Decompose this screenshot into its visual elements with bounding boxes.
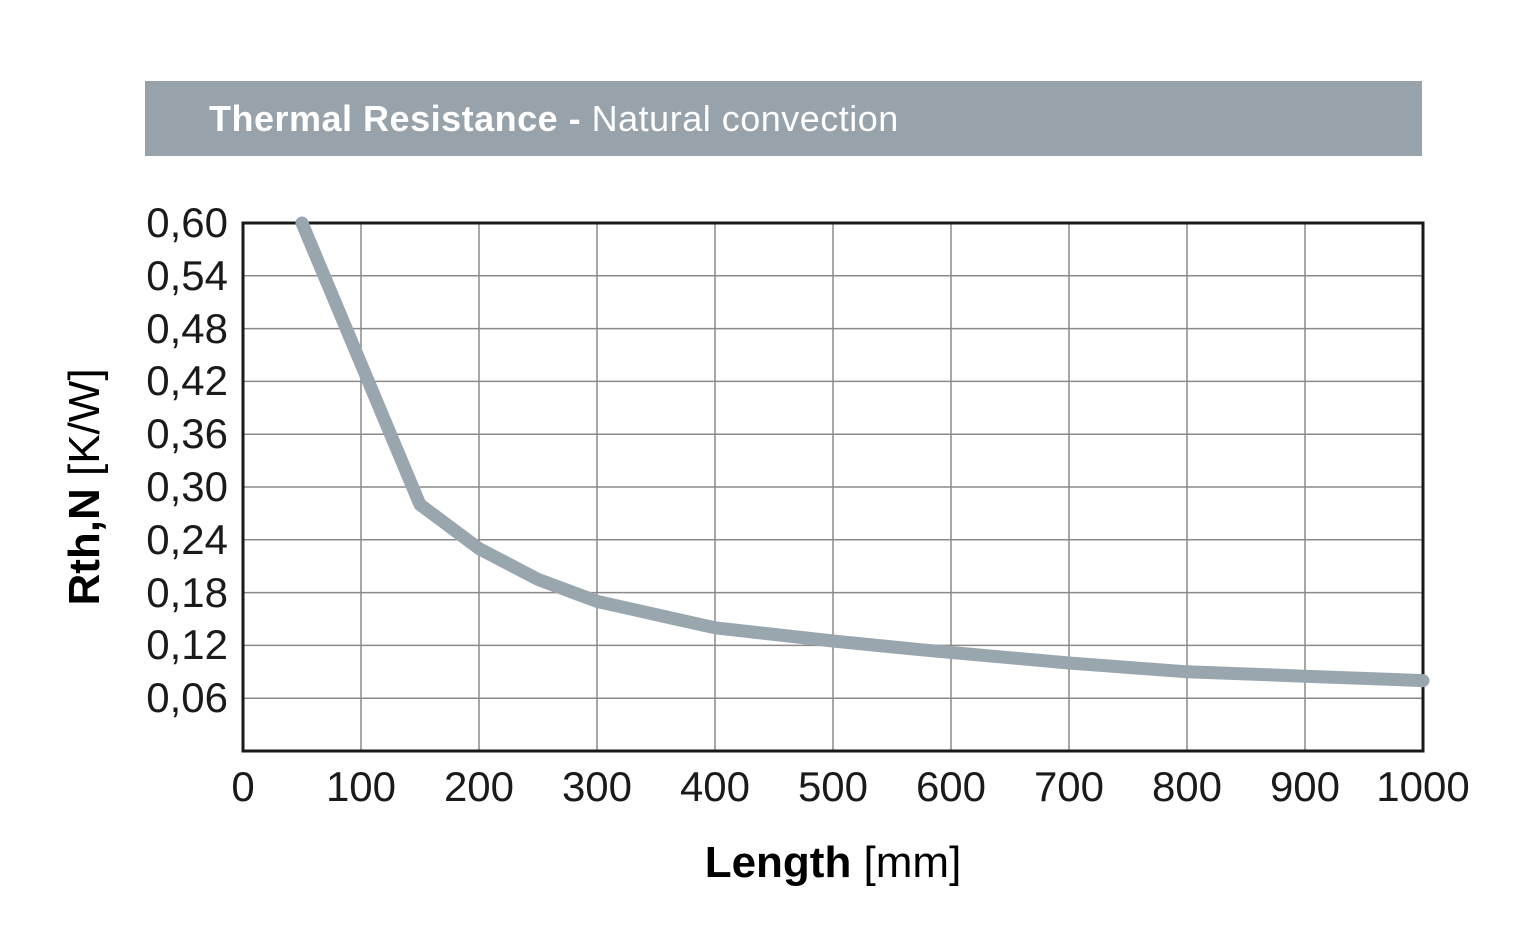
x-tick-label: 0 xyxy=(231,763,255,810)
x-tick-label: 600 xyxy=(915,763,987,810)
chart-title: Thermal Resistance - Natural convection xyxy=(209,98,899,140)
y-tick-label: 0,30 xyxy=(146,463,228,510)
y-tick-label: 0,36 xyxy=(146,410,228,458)
series-line xyxy=(295,216,1430,688)
y-tick-label: 0,54 xyxy=(146,251,228,299)
chart-title-bold: Thermal Resistance - xyxy=(209,97,592,139)
chart-title-bar: Thermal Resistance - Natural convection xyxy=(145,81,1422,156)
y-tick-label: 0,06 xyxy=(146,674,228,722)
y-tick-label: 0,48 xyxy=(146,304,228,352)
y-tick-label: 0,60 xyxy=(146,199,228,246)
y-tick-label: 0,24 xyxy=(146,515,228,563)
x-axis-title-unit: [mm] xyxy=(851,838,962,887)
y-tick-label: 0,42 xyxy=(146,357,228,405)
x-tick-label: 200 xyxy=(443,763,515,810)
chart-title-regular: Natural convection xyxy=(591,97,899,139)
x-tick-label: 500 xyxy=(797,763,869,810)
x-axis-title-bold: Length xyxy=(704,838,852,887)
x-tick-label: 900 xyxy=(1269,763,1341,810)
x-tick-label: 300 xyxy=(561,763,633,810)
x-tick-label: 800 xyxy=(1151,763,1223,810)
y-tick-label: 0,18 xyxy=(146,568,228,616)
y-axis-title: Rth,N [K/W] xyxy=(60,368,110,605)
x-axis-title: Length [mm] xyxy=(705,838,962,888)
y-axis-title-unit: [K/W] xyxy=(60,368,109,489)
x-tick-label: 700 xyxy=(1033,763,1105,810)
x-tick-label: 1000 xyxy=(1376,763,1470,810)
y-tick-label: 0,12 xyxy=(146,621,228,669)
y-axis-title-bold: Rth,N xyxy=(60,488,109,606)
x-tick-label: 100 xyxy=(325,763,397,810)
plot-border xyxy=(241,221,1425,753)
x-tick-label: 400 xyxy=(679,763,751,810)
